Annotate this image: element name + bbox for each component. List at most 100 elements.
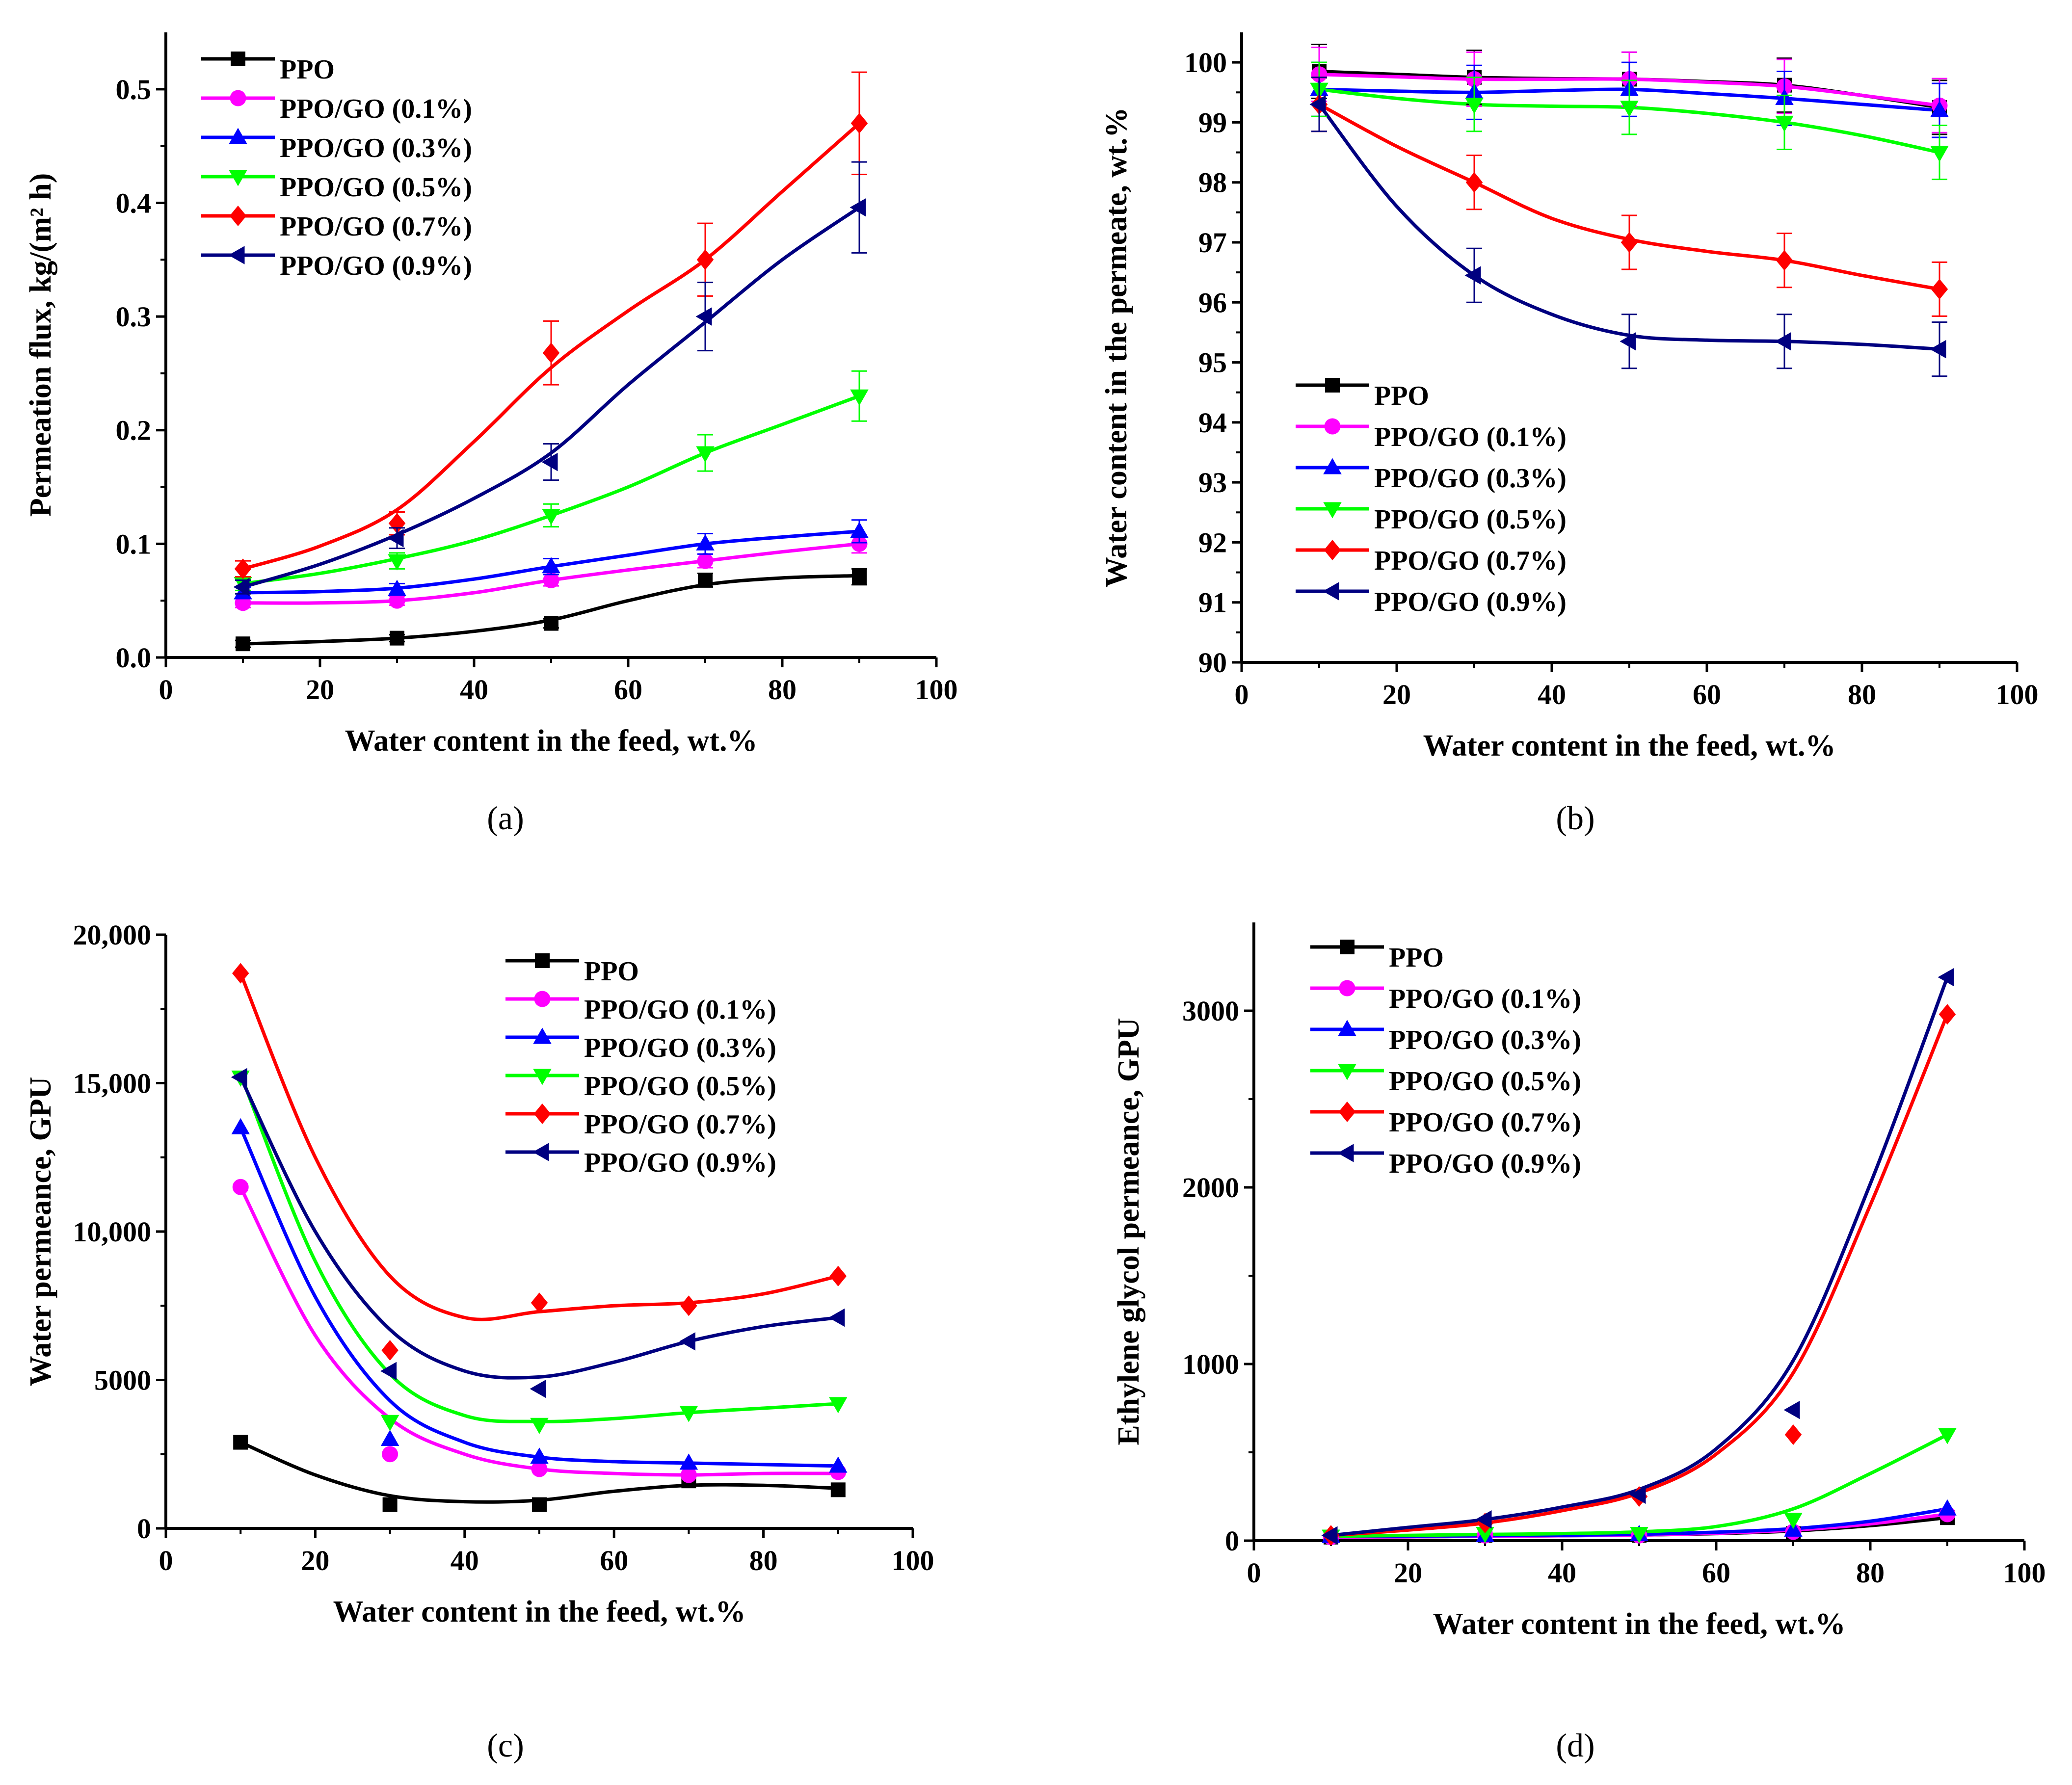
legend-label: PPO/GO (0.3%)	[280, 133, 472, 163]
data-point-s2	[389, 592, 405, 609]
data-point-s3	[530, 1447, 549, 1464]
data-point-s4	[1775, 115, 1794, 132]
legend-label: PPO/GO (0.7%)	[1374, 546, 1567, 576]
data-point-s1	[233, 1435, 248, 1450]
data-point-s3	[1930, 101, 1949, 117]
x-axis-title: Water content in the feed, wt.%	[1433, 1607, 1846, 1641]
x-tick-label: 60	[600, 1545, 628, 1576]
legend-marker	[231, 52, 245, 66]
x-axis-title: Water content in the feed, wt.%	[345, 724, 758, 758]
y-tick-label: 0.2	[116, 415, 152, 446]
x-tick-label: 0	[159, 1545, 173, 1576]
x-tick-label: 40	[451, 1545, 479, 1576]
y-axis-title: Water permeance, GPU	[24, 1077, 57, 1387]
data-point-s6	[1321, 1526, 1338, 1545]
legend: PPO PPO/GO (0.1%) PPO/GO (0.3%) PPO/GO (0.5…	[1296, 378, 1567, 617]
data-point-s4	[530, 1418, 549, 1434]
legend-marker	[1323, 458, 1342, 474]
legend: PPO PPO/GO (0.1%) PPO/GO (0.3%) PPO/GO (0.5…	[201, 52, 472, 281]
data-point-s5	[1620, 232, 1638, 253]
y-tick-label: 2000	[1182, 1172, 1239, 1204]
x-tick-label: 80	[749, 1545, 778, 1576]
data-point-s2	[697, 552, 714, 569]
data-point-s3	[679, 1453, 698, 1470]
legend-label: PPO/GO (0.9%)	[1389, 1149, 1581, 1179]
legend-label: PPO/GO (0.9%)	[280, 251, 472, 281]
y-axis-title: Ethylene glycol permeance, GPU	[1112, 1018, 1145, 1445]
y-tick-label: 90	[1198, 647, 1227, 679]
x-tick-label: 40	[1538, 679, 1566, 710]
legend-marker	[1338, 1064, 1356, 1080]
data-point-s1	[544, 616, 558, 631]
legend-label: PPO/GO (0.7%)	[1389, 1107, 1581, 1138]
panel-3: 0 20 40 60 80 100 0 5000 10,000 15,000 20,000 Water…	[24, 919, 934, 1764]
legend-marker	[1325, 378, 1340, 393]
y-tick-label: 0	[137, 1513, 151, 1545]
legend-marker	[533, 1103, 551, 1124]
x-tick-label: 80	[768, 674, 797, 706]
legend: PPO PPO/GO (0.1%) PPO/GO (0.3%) PPO/GO (0.5…	[505, 953, 776, 1178]
data-point-s3	[850, 522, 869, 538]
fit-curve-6	[239, 1076, 839, 1380]
data-point-s6	[1775, 332, 1791, 351]
legend-marker	[229, 170, 247, 186]
x-tick-label: 20	[301, 1545, 329, 1576]
legend: PPO PPO/GO (0.1%) PPO/GO (0.3%) PPO/GO (0.5…	[1310, 940, 1581, 1179]
data-point-s5	[1776, 250, 1793, 271]
legend-marker	[535, 953, 550, 968]
y-tick-label: 98	[1198, 167, 1227, 199]
data-point-s3	[231, 1118, 250, 1134]
data-point-s6	[541, 452, 558, 472]
legend-label: PPO/GO (0.1%)	[280, 94, 472, 124]
y-tick-label: 15,000	[73, 1068, 152, 1100]
data-point-s4	[679, 1406, 698, 1422]
data-point-s1	[852, 569, 867, 584]
fit-curve-4	[239, 1074, 839, 1423]
y-tick-label: 0.0	[116, 642, 152, 674]
y-tick-label: 95	[1198, 347, 1227, 379]
data-point-s6	[1464, 266, 1481, 285]
legend-label: PPO	[1374, 381, 1429, 411]
y-tick-label: 94	[1198, 407, 1227, 439]
legend-marker	[1340, 940, 1355, 954]
legend-marker	[229, 128, 247, 144]
legend-marker	[1337, 1144, 1354, 1162]
data-point-s6	[380, 1362, 397, 1381]
data-point-s6	[233, 578, 250, 597]
legend-marker	[532, 1143, 549, 1161]
data-point-s6	[828, 1308, 845, 1327]
x-tick-label: 100	[1996, 679, 2039, 710]
legend-label: PPO/GO (0.5%)	[584, 1071, 776, 1102]
x-axis-title: Water content in the feed, wt.%	[333, 1595, 746, 1628]
legend-label: PPO/GO (0.1%)	[584, 995, 776, 1025]
y-tick-label: 96	[1198, 287, 1227, 318]
legend-label: PPO/GO (0.5%)	[1389, 1066, 1581, 1097]
data-point-s4	[696, 446, 715, 463]
y-tick-label: 0	[1225, 1525, 1239, 1557]
data-point-s4	[1630, 1527, 1648, 1544]
panel-label: (d)	[1556, 1727, 1594, 1764]
y-tick-label: 0.4	[116, 187, 152, 219]
data-point-s2	[680, 1467, 697, 1483]
data-point-s6	[1938, 968, 1954, 987]
fit-curve-3	[239, 1127, 838, 1468]
x-axis-title: Water content in the feed, wt.%	[1423, 729, 1836, 762]
data-point-s4	[829, 1397, 848, 1414]
data-point-s6	[695, 307, 712, 326]
fit-curve-4	[1330, 1433, 1948, 1538]
data-point-s6	[1629, 1485, 1646, 1504]
data-point-s3	[388, 579, 406, 596]
panel-1: 0 20 40 60 80 100 0.0 0.1 0.2 0.3 0.4 0.5 Water cont…	[24, 32, 958, 837]
data-point-s2	[232, 1179, 249, 1195]
data-point-s5	[1784, 1424, 1802, 1445]
legend-marker	[228, 246, 245, 264]
x-tick-label: 60	[1702, 1557, 1730, 1589]
x-tick-label: 100	[892, 1545, 934, 1576]
data-point-s4	[542, 508, 560, 525]
data-point-s4	[380, 1415, 399, 1431]
data-point-s4	[1476, 1527, 1494, 1544]
data-point-s6	[1620, 332, 1636, 351]
legend-marker	[534, 991, 551, 1007]
data-point-s5	[680, 1295, 697, 1316]
legend-label: PPO	[280, 54, 335, 85]
